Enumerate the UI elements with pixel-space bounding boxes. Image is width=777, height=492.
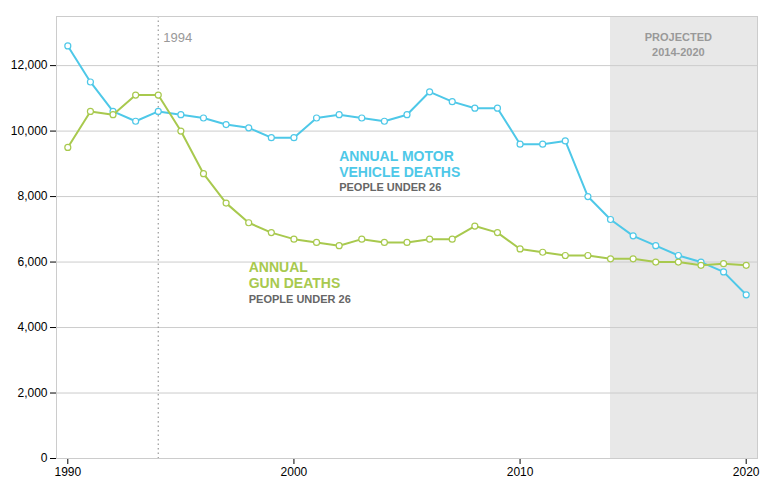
svg-text:8,000: 8,000 bbox=[17, 189, 47, 203]
svg-text:0: 0 bbox=[41, 451, 48, 465]
svg-text:ANNUAL MOTOR: ANNUAL MOTOR bbox=[339, 148, 454, 164]
svg-text:6,000: 6,000 bbox=[17, 255, 47, 269]
svg-text:GUN DEATHS: GUN DEATHS bbox=[249, 275, 341, 291]
svg-text:2010: 2010 bbox=[507, 465, 534, 479]
svg-text:12,000: 12,000 bbox=[11, 58, 48, 72]
svg-text:1994: 1994 bbox=[163, 30, 192, 45]
svg-text:10,000: 10,000 bbox=[11, 124, 48, 138]
svg-text:2000: 2000 bbox=[281, 465, 308, 479]
svg-text:VEHICLE DEATHS: VEHICLE DEATHS bbox=[339, 164, 460, 180]
svg-text:PEOPLE UNDER 26: PEOPLE UNDER 26 bbox=[249, 293, 351, 305]
svg-text:1990: 1990 bbox=[54, 465, 81, 479]
svg-text:2,000: 2,000 bbox=[17, 386, 47, 400]
svg-text:PROJECTED2014-2020: PROJECTED2014-2020 bbox=[645, 31, 712, 58]
svg-text:4,000: 4,000 bbox=[17, 320, 47, 334]
svg-text:PEOPLE UNDER 26: PEOPLE UNDER 26 bbox=[339, 181, 441, 193]
svg-text:2020: 2020 bbox=[733, 465, 760, 479]
svg-text:ANNUAL: ANNUAL bbox=[249, 259, 309, 275]
